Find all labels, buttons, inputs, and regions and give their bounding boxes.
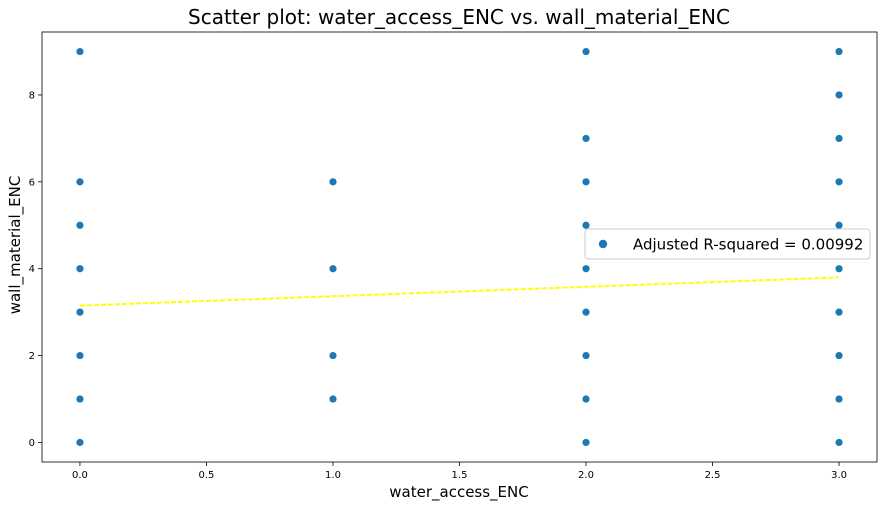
scatter-point	[835, 134, 843, 143]
legend: Adjusted R-squared = 0.00992	[584, 228, 871, 260]
scatter-point	[76, 308, 84, 316]
y-tick-label: 8	[29, 90, 35, 101]
scatter-point	[582, 395, 590, 403]
y-tick-label: 2	[29, 351, 35, 362]
legend-label: Adjusted R-squared = 0.00992	[633, 236, 863, 254]
scatter-point	[835, 91, 843, 99]
scatter-point	[76, 178, 84, 186]
x-tick-label: 0.0	[72, 470, 88, 481]
scatter-point	[329, 351, 337, 360]
scatter-point	[835, 265, 843, 273]
scatter-point	[582, 178, 590, 186]
legend-marker	[598, 239, 608, 249]
scatter-point	[835, 395, 843, 403]
scatter-point	[76, 265, 84, 273]
x-tick-label: 1.5	[452, 470, 468, 481]
scatter-point	[76, 395, 84, 403]
plot-area	[76, 47, 843, 447]
scatter-point	[76, 221, 84, 229]
chart-title: Scatter plot: water_access_ENC vs. wall_…	[188, 5, 730, 29]
scatter-point	[329, 395, 337, 403]
x-tick-label: 3.0	[831, 470, 847, 481]
y-tick-label: 0	[29, 438, 35, 449]
scatter-point	[582, 438, 590, 447]
x-axis: 0.0 0.5 1.0 1.5 2.0 2.5 3.0	[72, 462, 847, 481]
scatter-point	[582, 265, 590, 273]
y-axis-label: wall_material_ENC	[6, 176, 25, 315]
scatter-point	[329, 178, 337, 186]
scatter-point	[835, 221, 843, 229]
scatter-point	[76, 47, 84, 56]
x-axis-label: water_access_ENC	[389, 483, 528, 502]
y-tick-label: 4	[29, 264, 35, 275]
scatter-point	[582, 47, 590, 56]
scatter-point	[76, 438, 84, 447]
scatter-point	[582, 308, 590, 316]
scatter-point	[582, 134, 590, 143]
scatter-point	[835, 351, 843, 360]
trend-line	[79, 276, 840, 307]
x-tick-label: 2.5	[705, 470, 721, 481]
scatter-point	[582, 221, 590, 229]
scatter-point	[835, 308, 843, 316]
scatter-point	[76, 351, 84, 360]
y-axis: 0 2 4 6 8	[29, 90, 42, 449]
y-tick-label: 6	[29, 177, 35, 188]
legend-box	[584, 228, 871, 260]
scatter-point	[835, 47, 843, 56]
scatter-point	[835, 438, 843, 447]
scatter-point	[582, 351, 590, 360]
x-tick-label: 0.5	[199, 470, 215, 481]
scatter-point	[329, 265, 337, 273]
x-tick-label: 1.0	[325, 470, 341, 481]
x-tick-label: 2.0	[578, 470, 594, 481]
scatter-point	[835, 178, 843, 186]
